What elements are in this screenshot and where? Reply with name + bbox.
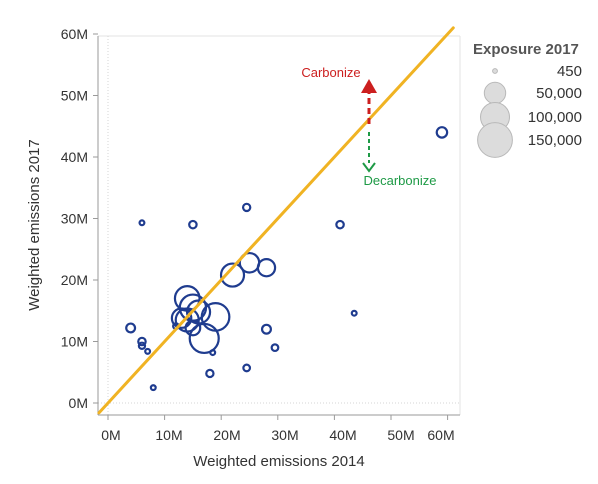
scatter-point [241, 202, 252, 213]
scatter-point [205, 368, 215, 379]
scatter-point [170, 307, 193, 329]
decarbonize-arrow-head [362, 162, 376, 173]
legend-title: Exposure 2017 [473, 41, 579, 58]
y-tick-label: 10M [61, 334, 88, 350]
x-tick-label: 30M [271, 427, 298, 443]
y-tick-label: 50M [61, 88, 88, 104]
y-tick-label: 20M [61, 272, 88, 288]
y-tick-label: 0M [69, 395, 88, 411]
scatter-point [188, 219, 198, 230]
carbonize-arrow-head [361, 79, 377, 93]
legend-size-circle [477, 122, 513, 158]
data-points [125, 126, 449, 392]
y-tick-label: 30M [61, 211, 88, 227]
x-tick-label: 10M [155, 427, 182, 443]
x-axis-ticks: 0M 10M 20M 30M 40M 50M 60M [101, 415, 455, 443]
legend: Exposure 2017 450 50,000 100,000 150,000 [473, 41, 582, 158]
scatter-point [138, 219, 146, 227]
legend-size-circle [483, 81, 507, 105]
y-tick-label: 60M [61, 26, 88, 42]
scatter-point [125, 322, 137, 334]
legend-value: 50,000 [536, 85, 582, 102]
carbonize-label: Carbonize [301, 65, 360, 80]
scatter-point [260, 323, 272, 335]
carbonize-annotation: Carbonize [301, 65, 377, 124]
scatter-point [137, 336, 147, 347]
x-axis-title: Weighted emissions 2014 [193, 453, 365, 470]
scatter-point [184, 319, 202, 337]
x-tick-label: 60M [427, 427, 454, 443]
decarbonize-label: Decarbonize [364, 173, 437, 188]
scatter-point [144, 347, 152, 355]
scatter-point [350, 309, 358, 317]
x-tick-label: 50M [387, 427, 414, 443]
scatter-point [219, 262, 246, 288]
y-axis-title: Weighted emissions 2017 [26, 139, 43, 311]
scatter-point [209, 349, 217, 357]
scatter-point [149, 384, 157, 392]
legend-value: 150,000 [528, 132, 582, 149]
x-tick-label: 20M [213, 427, 240, 443]
scatter-point [137, 341, 147, 351]
legend-items: 450 50,000 100,000 150,000 [477, 63, 582, 158]
legend-size-circle [492, 68, 498, 74]
scatter-point [335, 219, 345, 230]
y-axis-ticks: 0M 10M 20M 30M 40M 50M 60M [61, 26, 98, 411]
y-tick-label: 40M [61, 149, 88, 165]
legend-value: 450 [557, 63, 582, 80]
scatter-point [256, 258, 277, 278]
legend-value: 100,000 [528, 109, 582, 126]
reference-line [97, 26, 455, 415]
scatter-point [270, 343, 280, 353]
x-tick-label: 40M [329, 427, 356, 443]
x-tick-label: 0M [101, 427, 120, 443]
scatter-point [435, 126, 449, 139]
decarbonize-annotation: Decarbonize [362, 132, 437, 188]
scatter-point [242, 363, 252, 373]
